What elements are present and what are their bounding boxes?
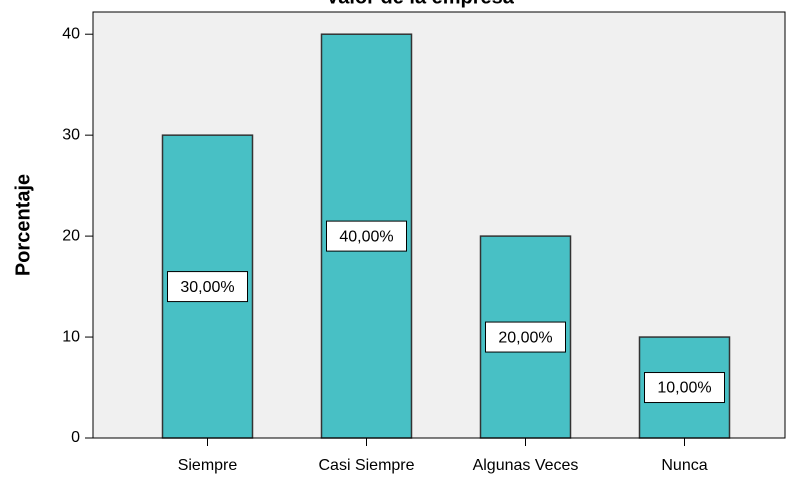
y-axis-label: Porcentaje — [12, 174, 34, 276]
x-tick-label: Siempre — [178, 457, 238, 474]
value-label: 30,00% — [180, 279, 234, 296]
x-tick-label: Nunca — [661, 457, 707, 474]
value-label-box — [644, 372, 725, 404]
value-label-box — [326, 220, 407, 252]
value-label-box — [485, 321, 566, 353]
y-tick-label: 30 — [62, 126, 80, 143]
x-tick-label: Casi Siempre — [318, 457, 414, 474]
value-label: 40,00% — [339, 228, 393, 245]
y-tick-label: 0 — [71, 429, 80, 446]
x-tick-label: Algunas Veces — [473, 457, 579, 474]
y-tick-label: 20 — [62, 227, 80, 244]
value-label-box — [167, 271, 248, 303]
y-tick-label: 40 — [62, 25, 80, 42]
chart-title: Valor de la empresa — [326, 0, 515, 8]
value-label: 20,00% — [498, 329, 552, 346]
y-tick-label: 10 — [62, 328, 80, 345]
value-label: 10,00% — [657, 380, 711, 397]
